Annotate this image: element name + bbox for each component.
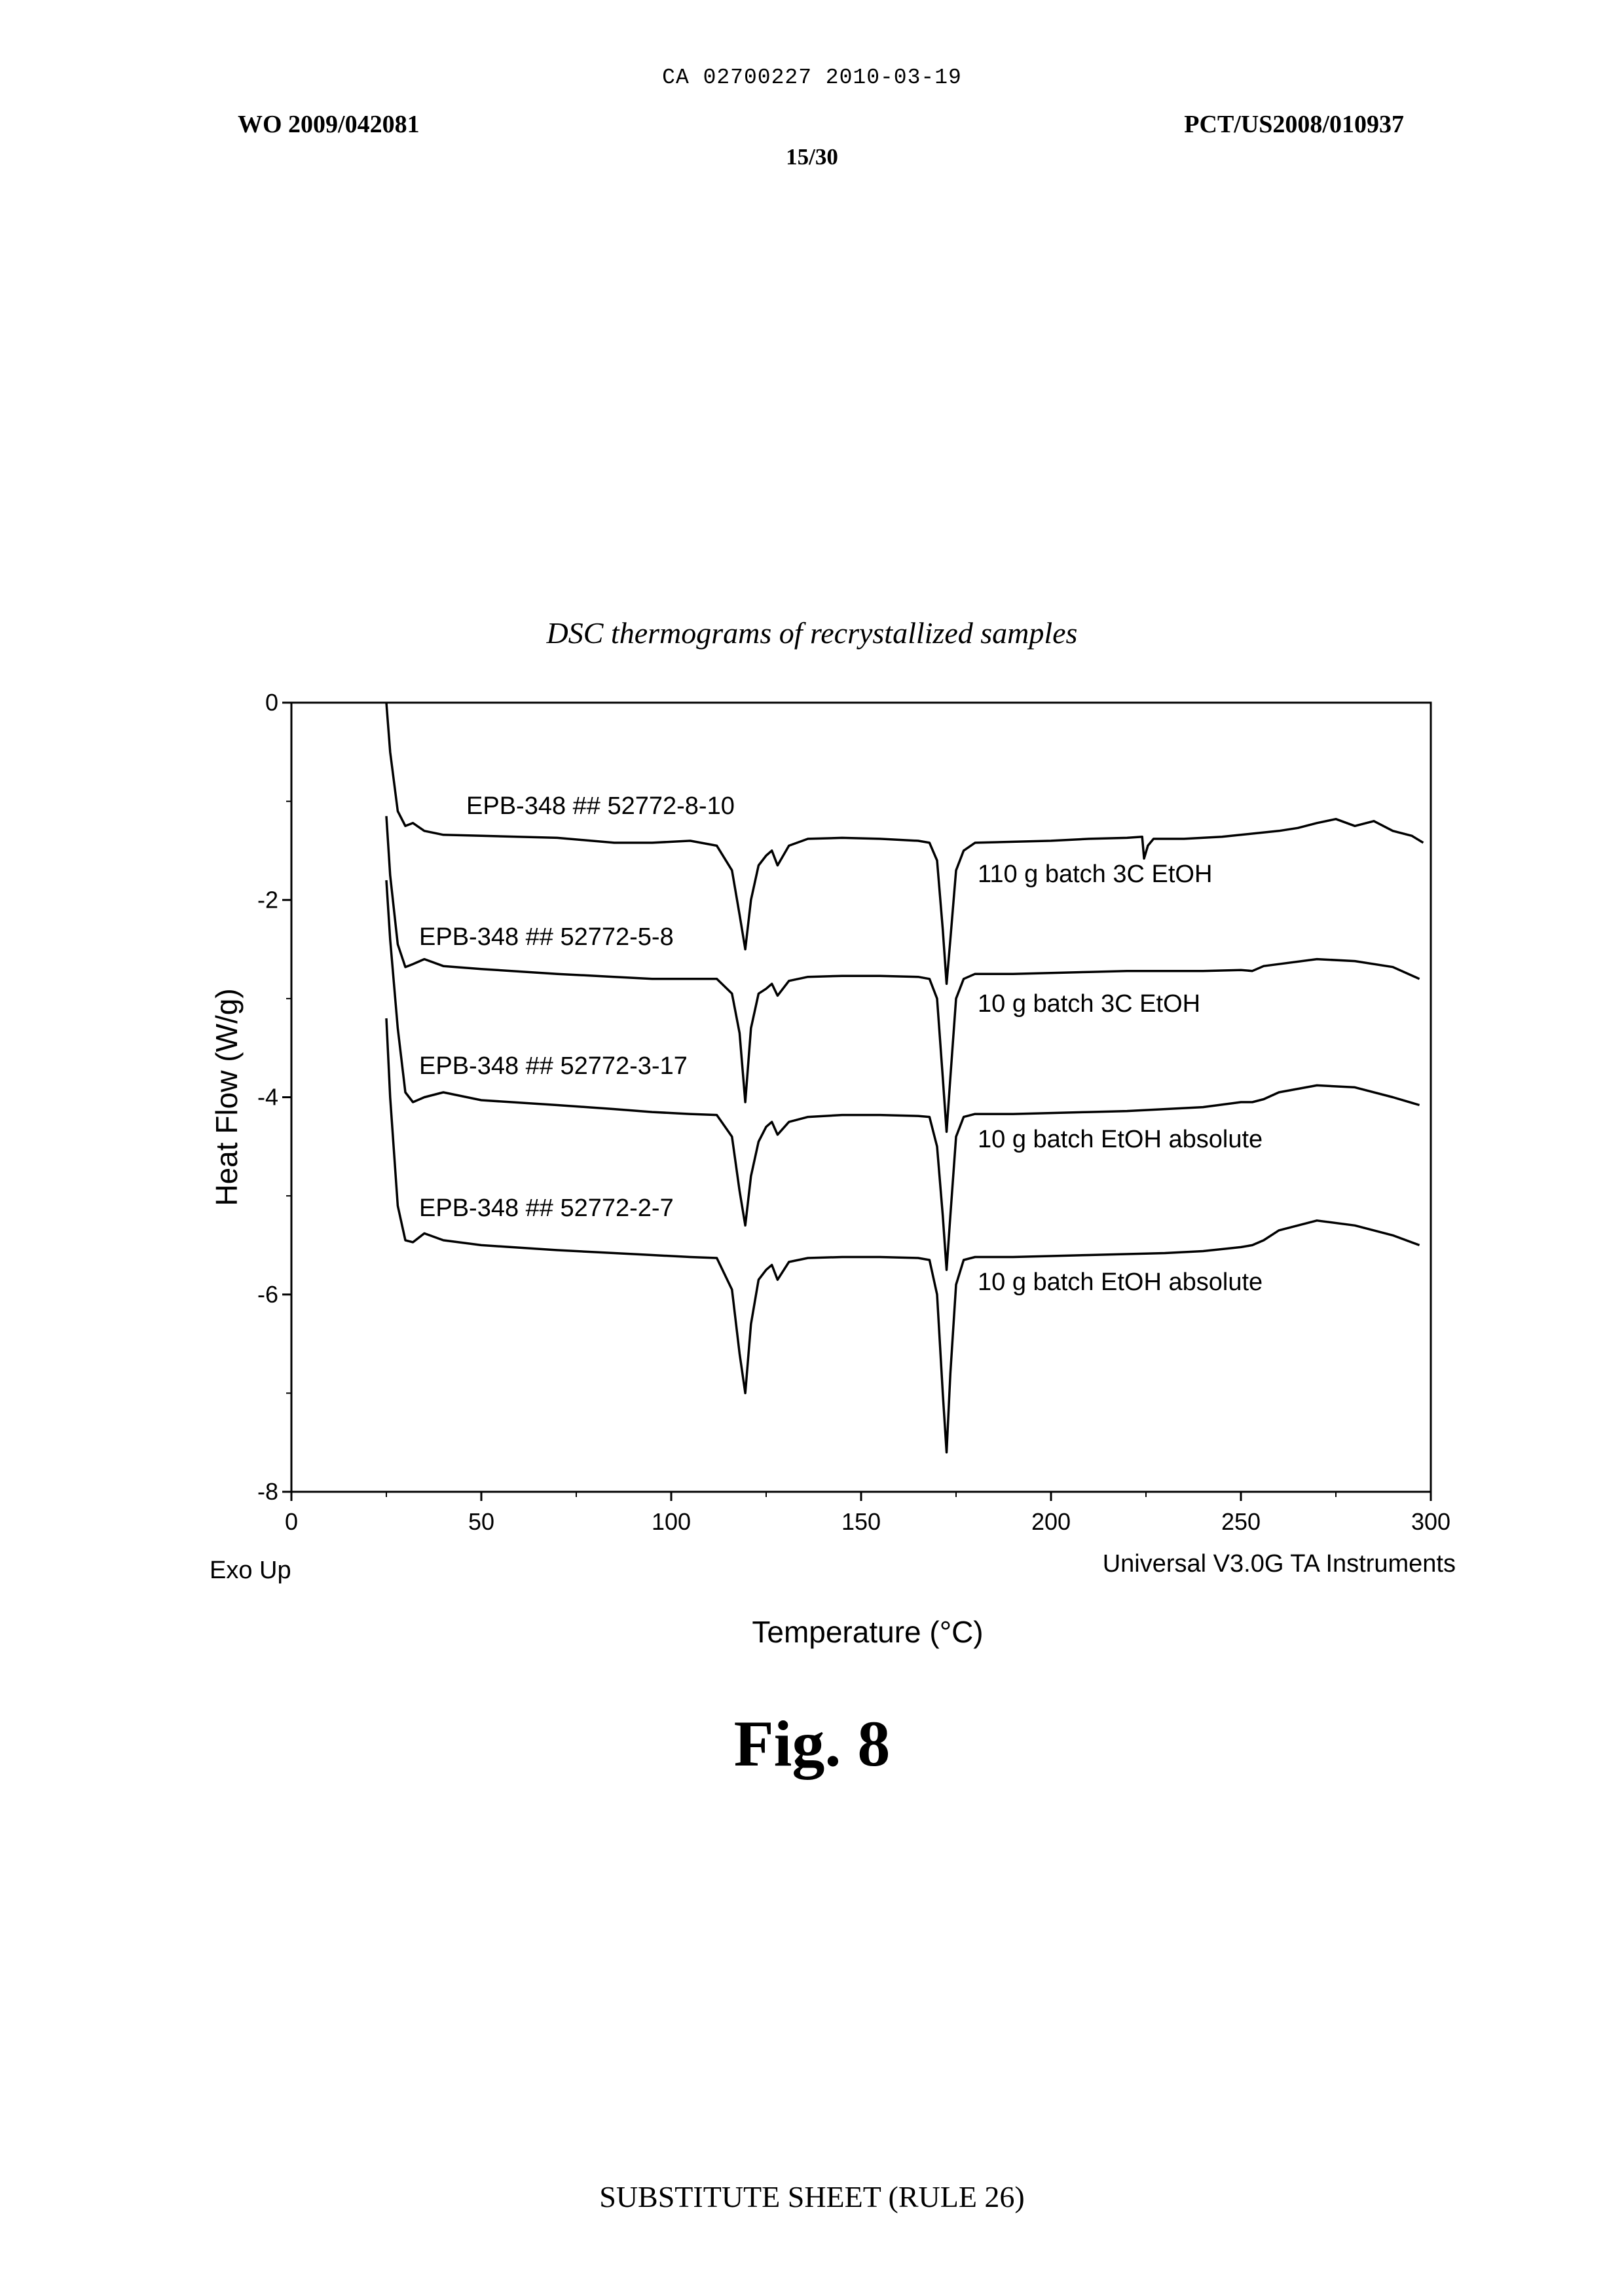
substitute-sheet-footer: SUBSTITUTE SHEET (RULE 26) bbox=[0, 2179, 1624, 2214]
series-name-label: EPB-348 ## 52772-5-8 bbox=[419, 923, 674, 951]
series-annotation-label: 110 g batch 3C EtOH bbox=[978, 860, 1212, 888]
y-tick-label: -4 bbox=[257, 1084, 278, 1111]
x-tick-label: 0 bbox=[285, 1508, 298, 1535]
series-line-4 bbox=[386, 1018, 1420, 1452]
x-tick-label: 150 bbox=[841, 1508, 881, 1535]
figure-label: Fig. 8 bbox=[0, 1706, 1624, 1781]
series-annotation-label: 10 g batch 3C EtOH bbox=[978, 990, 1200, 1018]
y-tick-label: -8 bbox=[257, 1478, 278, 1505]
series-name-label: EPB-348 ## 52772-2-7 bbox=[419, 1194, 674, 1222]
x-tick-label: 250 bbox=[1221, 1508, 1261, 1535]
series-name-label: EPB-348 ## 52772-3-17 bbox=[419, 1052, 688, 1080]
series-name-label: EPB-348 ## 52772-8-10 bbox=[466, 792, 735, 820]
x-tick-label: 50 bbox=[468, 1508, 494, 1535]
instrument-label: Universal V3.0G TA Instruments bbox=[1103, 1550, 1456, 1578]
x-axis-label: Temperature (°C) bbox=[752, 1615, 983, 1649]
x-tick-label: 200 bbox=[1031, 1508, 1071, 1535]
series-annotation-label: 10 g batch EtOH absolute bbox=[978, 1126, 1263, 1153]
x-tick-label: 300 bbox=[1411, 1508, 1450, 1535]
y-axis-label: Heat Flow (W/g) bbox=[210, 988, 244, 1206]
series-line-2 bbox=[386, 816, 1420, 1132]
y-tick-label: -2 bbox=[257, 886, 278, 913]
x-tick-label: 100 bbox=[652, 1508, 691, 1535]
exo-up-label: Exo Up bbox=[210, 1557, 291, 1584]
y-tick-label: 0 bbox=[265, 689, 278, 716]
series-annotation-label: 10 g batch EtOH absolute bbox=[978, 1268, 1263, 1296]
y-tick-label: -6 bbox=[257, 1281, 278, 1308]
